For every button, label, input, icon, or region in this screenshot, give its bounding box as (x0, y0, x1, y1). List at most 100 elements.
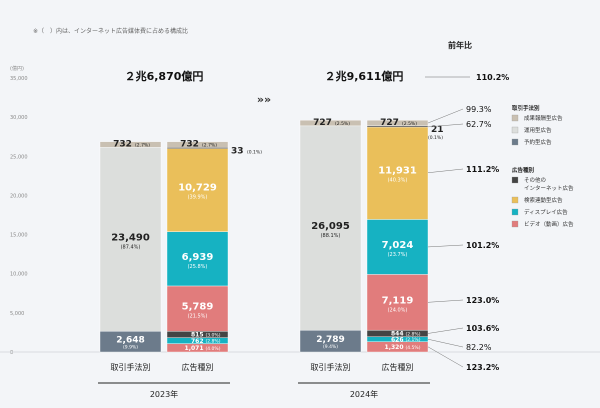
data-label: 762 (191, 338, 204, 345)
y-tick-label: 15,000 (10, 233, 28, 239)
legend-swatch-other (511, 176, 519, 184)
data-pct: (2.8%) (206, 339, 221, 345)
bar-segment-video (166, 285, 229, 332)
bar-segment-unyo (299, 125, 362, 331)
data-label: 732 (180, 140, 199, 150)
y-tick-label: 30,000 (10, 115, 28, 121)
yoy-label: 110.2% (476, 73, 509, 82)
data-label: 7,119 (382, 295, 414, 306)
y-tick-label: 25,000 (10, 154, 28, 160)
yoy-label: 62.7% (466, 120, 492, 129)
yoy-label: 99.3% (466, 105, 492, 114)
legend-item: その他の (524, 176, 546, 184)
legend-item: インターネット広告 (524, 184, 574, 192)
legend-swatch-video (511, 220, 519, 228)
leader-line (427, 168, 464, 173)
y-tick-label: 0 (10, 350, 13, 356)
data-label: 844 (391, 331, 404, 338)
data-pct: (4.0%) (206, 346, 221, 352)
data-label: 732 (113, 140, 132, 150)
leader-line (427, 123, 464, 128)
bar-segment-search (366, 125, 429, 220)
data-pct: (88.1%) (321, 233, 341, 239)
bar-category-label: 取引手法別 (311, 362, 351, 372)
data-label: 2,789 (316, 335, 344, 345)
bar-segment-unyo (99, 147, 162, 332)
leader-line (427, 108, 464, 124)
y-tick-label: 35,000 (10, 76, 28, 82)
data-label: 626 (391, 336, 404, 343)
data-pct: (2.7%) (135, 143, 150, 149)
arrow-icon: »» (257, 93, 271, 106)
yoy-label: 123.0% (466, 296, 499, 305)
data-pct: (0.1%) (428, 135, 443, 141)
data-label: 2,648 (116, 336, 144, 346)
data-pct: (25.8%) (188, 264, 208, 270)
data-label: 727 (380, 118, 399, 128)
data-label: 1,320 (385, 344, 404, 351)
total-label: ２兆9,611億円 (325, 69, 404, 83)
data-pct: (9.9%) (123, 345, 138, 351)
bar-segment-seika (299, 119, 362, 127)
data-label: 33 (231, 146, 244, 156)
data-label: 10,729 (178, 183, 217, 194)
y-tick-label: 5,000 (10, 311, 24, 317)
legend-swatch-display (511, 208, 519, 216)
legend-swatch-yoyaku (511, 138, 519, 146)
year-label: 2023年 (150, 389, 178, 399)
leader-line (427, 338, 464, 348)
yoy-header: 前年比 (448, 40, 472, 50)
data-pct: (9.4%) (323, 344, 338, 350)
leader-line (427, 327, 464, 334)
yoy-label: 101.2% (466, 241, 499, 250)
bar-category-label: 取引手法別 (111, 362, 151, 372)
note: ※（ ）内は、インターネット広告媒体費に占める構成比 (33, 28, 189, 35)
data-label: 23,490 (111, 232, 150, 243)
data-label: 815 (191, 332, 204, 339)
yoy-label: 82.2% (466, 343, 492, 352)
yoy-label: 103.6% (466, 324, 499, 333)
data-pct: (2.8%) (406, 331, 421, 337)
data-label: 26,095 (311, 221, 350, 232)
bar-category-label: 広告種別 (182, 362, 214, 372)
data-pct: (23.7%) (388, 252, 408, 258)
legend-swatch-seika (511, 114, 519, 122)
legend-item: 成果報酬型広告 (524, 114, 563, 122)
yoy-label: 111.2% (466, 165, 499, 174)
y-tick-label: 10,000 (10, 272, 28, 278)
data-label: 6,939 (182, 252, 214, 263)
data-pct: (21.5%) (188, 314, 208, 320)
data-pct: (2.7%) (202, 143, 217, 149)
data-label: 5,789 (182, 302, 214, 313)
legend-item: ディスプレイ広告 (524, 208, 568, 216)
total-label: ２兆6,870億円 (125, 69, 204, 83)
bar-segment-video (366, 274, 429, 331)
leader-line (427, 299, 464, 303)
legend-item: 運用型広告 (524, 126, 552, 134)
data-pct: (2.1%) (406, 337, 421, 343)
data-label: 11,931 (378, 166, 417, 177)
data-label: 1,071 (185, 345, 204, 352)
data-pct: (24.0%) (388, 307, 408, 313)
legend-item: 検索連動型広告 (524, 196, 563, 204)
data-pct: (39.9%) (188, 195, 208, 201)
legend-swatch-unyo (511, 126, 519, 134)
y-tick-label: 20,000 (10, 193, 28, 199)
yoy-label: 123.2% (466, 363, 499, 372)
legend-item: ビデオ（動画）広告 (524, 220, 574, 228)
data-pct: (3.0%) (206, 332, 221, 338)
bar-segment-seika (166, 141, 229, 148)
legend-title: 取引手法別 (512, 104, 540, 112)
data-label: 727 (313, 118, 332, 128)
data-pct: (87.4%) (121, 244, 141, 250)
year-label: 2024年 (350, 389, 378, 399)
y-axis-label: (億円) (10, 65, 24, 72)
data-pct: (2.5%) (335, 121, 350, 127)
data-pct: (2.5%) (402, 121, 417, 127)
data-pct: (40.3%) (388, 178, 408, 184)
data-pct: (0.1%) (247, 149, 262, 155)
bar-category-label: 広告種別 (382, 362, 414, 372)
data-pct: (4.5%) (406, 345, 421, 351)
legend-swatch-search (511, 196, 519, 204)
